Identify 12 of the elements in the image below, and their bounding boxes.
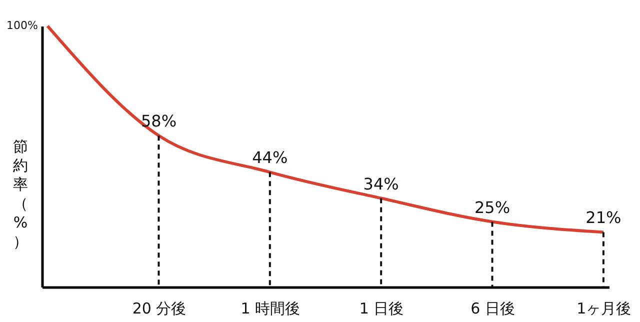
text: 44% (252, 148, 288, 168)
text: 34% (363, 174, 399, 194)
text: 58% (140, 112, 177, 131)
x-tick-label: 20 分後 (132, 300, 186, 318)
x-tick-label: 1 日後 (359, 300, 404, 318)
x-tick-label: 1ヶ月後 (576, 300, 632, 318)
text: 100% (6, 19, 38, 32)
text: 21% (586, 208, 622, 228)
x-tick-label: 6 日後 (470, 300, 515, 318)
x-tick-label: 1 時間後 (240, 300, 300, 318)
text: 25% (474, 198, 510, 217)
y-axis-title: 節約率（%） (13, 138, 28, 250)
